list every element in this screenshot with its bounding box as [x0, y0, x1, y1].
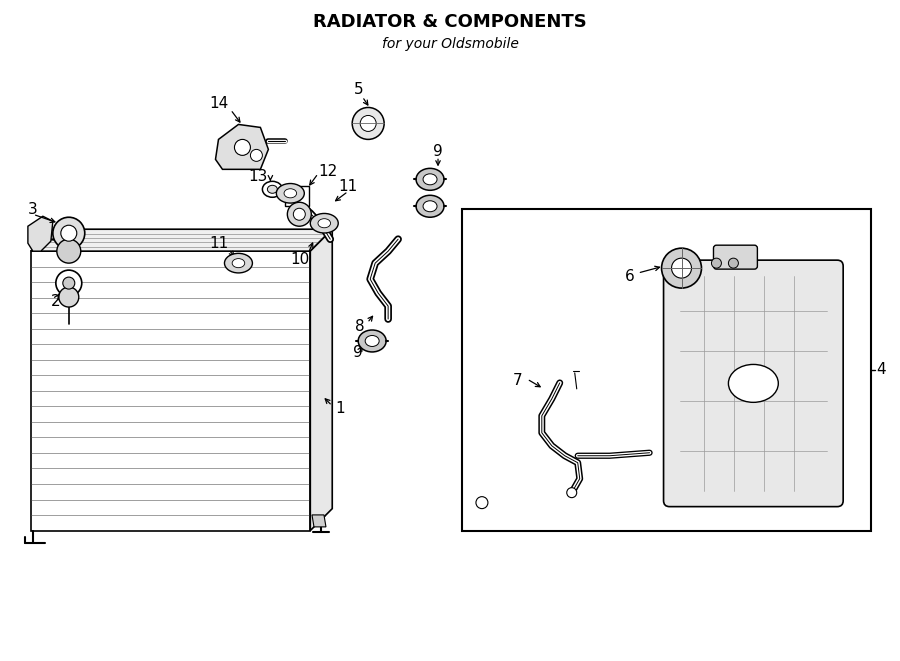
- Text: 13: 13: [248, 169, 268, 184]
- FancyBboxPatch shape: [663, 260, 843, 506]
- Text: 9: 9: [354, 346, 363, 360]
- Text: 5: 5: [354, 82, 363, 97]
- Circle shape: [293, 208, 305, 220]
- Polygon shape: [312, 515, 326, 527]
- Circle shape: [662, 248, 701, 288]
- Circle shape: [63, 277, 75, 289]
- Circle shape: [57, 239, 81, 263]
- Ellipse shape: [423, 174, 437, 185]
- Circle shape: [711, 258, 722, 268]
- Text: 12: 12: [319, 164, 338, 179]
- Text: 7: 7: [513, 373, 523, 389]
- Circle shape: [56, 270, 82, 296]
- Circle shape: [287, 202, 311, 226]
- Text: 8: 8: [356, 319, 365, 334]
- Ellipse shape: [310, 214, 338, 233]
- FancyBboxPatch shape: [714, 245, 758, 269]
- Ellipse shape: [728, 364, 778, 403]
- Text: 11: 11: [338, 179, 358, 194]
- Ellipse shape: [358, 330, 386, 352]
- Ellipse shape: [263, 181, 283, 197]
- Polygon shape: [28, 216, 53, 251]
- Text: 3: 3: [28, 202, 38, 217]
- Ellipse shape: [276, 184, 304, 203]
- Ellipse shape: [423, 201, 437, 212]
- Text: 6: 6: [625, 268, 634, 284]
- Circle shape: [671, 258, 691, 278]
- Bar: [285, 186, 310, 206]
- Circle shape: [61, 225, 76, 241]
- Ellipse shape: [318, 219, 330, 228]
- Ellipse shape: [416, 195, 444, 217]
- Text: 1: 1: [336, 401, 345, 416]
- Circle shape: [567, 488, 577, 498]
- Polygon shape: [215, 124, 268, 169]
- Text: 14: 14: [209, 96, 228, 111]
- Circle shape: [250, 149, 263, 161]
- Ellipse shape: [416, 169, 444, 190]
- Text: for your Oldsmobile: for your Oldsmobile: [382, 36, 518, 51]
- Text: 11: 11: [209, 236, 228, 251]
- Circle shape: [53, 217, 85, 249]
- Ellipse shape: [284, 189, 297, 198]
- Polygon shape: [31, 229, 332, 251]
- Text: 10: 10: [291, 252, 310, 266]
- Circle shape: [58, 287, 79, 307]
- Text: 2: 2: [51, 293, 60, 309]
- Circle shape: [352, 108, 384, 139]
- Polygon shape: [31, 251, 310, 531]
- Ellipse shape: [365, 336, 379, 346]
- Circle shape: [728, 258, 738, 268]
- Ellipse shape: [267, 185, 277, 193]
- Ellipse shape: [232, 258, 245, 268]
- Text: RADIATOR & COMPONENTS: RADIATOR & COMPONENTS: [313, 13, 587, 30]
- Text: 9: 9: [433, 144, 443, 159]
- Circle shape: [360, 116, 376, 132]
- Text: 4: 4: [877, 362, 886, 377]
- Circle shape: [476, 496, 488, 508]
- Polygon shape: [310, 229, 332, 531]
- Circle shape: [235, 139, 250, 155]
- Bar: [462, 210, 871, 531]
- Ellipse shape: [224, 253, 252, 273]
